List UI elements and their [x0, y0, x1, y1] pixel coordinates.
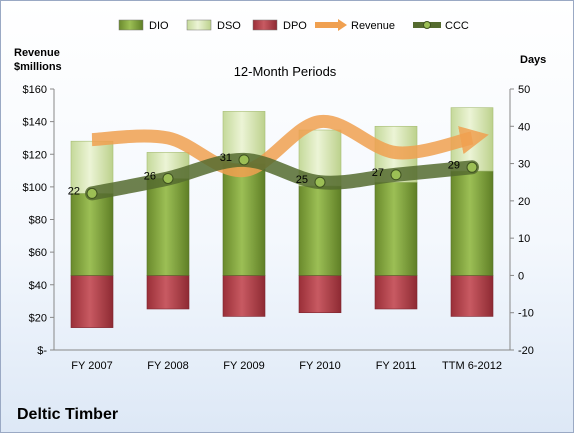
ccc-data-label: 25	[296, 174, 308, 186]
plot-area: $- $20 $40 $60 $80 $100 $120 $140 $160 -20 -10 0 10 2…	[23, 84, 534, 372]
bar-dpo	[223, 275, 265, 316]
bar-dpo	[375, 275, 417, 309]
bar-dpo	[71, 275, 113, 327]
left-tick-label: $40	[29, 280, 47, 292]
x-tick-label: FY 2008	[147, 360, 188, 372]
bar-dpo	[451, 275, 493, 316]
ccc-data-label: 26	[144, 170, 156, 182]
right-tick-label: 30	[518, 159, 530, 171]
legend-swatch-dio	[119, 20, 143, 30]
left-tick-label: $160	[23, 84, 47, 96]
right-tick-label: 50	[518, 84, 530, 96]
legend-label-revenue: Revenue	[351, 20, 395, 32]
x-tick-label: FY 2011	[376, 360, 417, 372]
legend-label-ccc: CCC	[445, 20, 469, 32]
ccc-data-label: 22	[68, 185, 80, 197]
ccc-data-label: 27	[372, 167, 384, 179]
right-tick-label: 0	[518, 270, 524, 282]
ccc-data-label: 31	[220, 152, 232, 164]
right-tick-label: -20	[518, 345, 534, 357]
right-tick-label: 10	[518, 233, 530, 245]
left-tick-label: $120	[23, 149, 47, 161]
ccc-point	[315, 177, 325, 187]
ccc-data-label: 29	[448, 159, 460, 171]
right-tick-label: 20	[518, 196, 530, 208]
bar-dio	[223, 164, 265, 276]
bar-dio	[147, 178, 189, 275]
left-tick-label: $80	[29, 215, 47, 227]
bar-dpo	[299, 275, 341, 312]
left-tick-label: $20	[29, 312, 47, 324]
legend-swatch-revenue-head	[338, 19, 347, 31]
left-axis-title-line2: $millions	[14, 61, 62, 73]
legend-label-dpo: DPO	[283, 20, 307, 32]
left-tick-label: $140	[23, 117, 47, 129]
ccc-point	[87, 188, 97, 198]
chart-title: 12-Month Periods	[234, 64, 337, 79]
legend-label-dso: DSO	[217, 20, 241, 32]
ccc-point	[163, 173, 173, 183]
right-tick-label: 40	[518, 121, 530, 133]
x-tick-label: FY 2007	[71, 360, 112, 372]
left-tick-label: $100	[23, 182, 47, 194]
ccc-point	[239, 155, 249, 165]
bar-dpo	[147, 275, 189, 309]
bar-dio	[71, 193, 113, 275]
legend: DIO DSO DPO Revenue CCC	[119, 19, 469, 32]
legend-swatch-dso	[187, 20, 211, 30]
bar-dio	[375, 182, 417, 275]
x-tick-label: FY 2009	[223, 360, 264, 372]
left-tick-label: $-	[37, 345, 47, 357]
legend-swatch-ccc-marker	[424, 22, 431, 29]
ccc-point	[467, 162, 477, 172]
right-tick-label: -10	[518, 308, 534, 320]
legend-swatch-dpo	[253, 20, 277, 30]
ccc-point	[391, 170, 401, 180]
left-axis-title-line1: Revenue	[14, 47, 60, 59]
left-tick-label: $60	[29, 247, 47, 259]
right-axis-title: Days	[520, 54, 546, 66]
company-name: Deltic Timber	[17, 406, 118, 424]
legend-label-dio: DIO	[149, 20, 169, 32]
x-tick-label: FY 2010	[299, 360, 340, 372]
bar-dio	[451, 171, 493, 275]
x-tick-label: TTM 6-2012	[442, 360, 502, 372]
bar-dio	[299, 186, 341, 275]
